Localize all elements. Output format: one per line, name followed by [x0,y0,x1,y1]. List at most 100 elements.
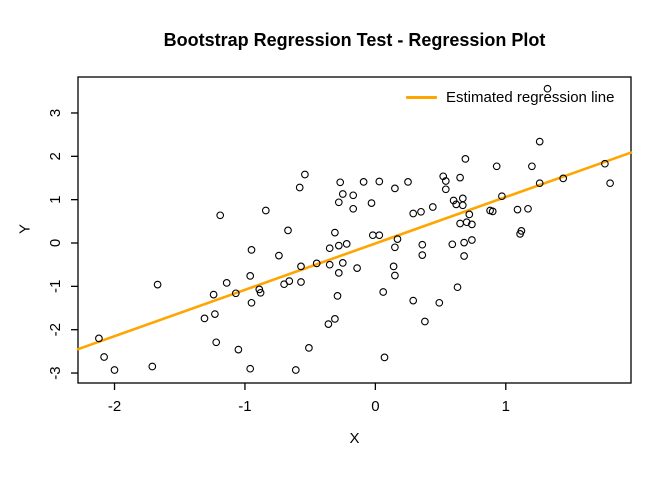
data-point [100,353,108,361]
data-point [291,366,300,374]
data-point [380,353,389,362]
data-point [606,179,614,188]
data-point [295,183,304,192]
data-point [349,204,358,213]
data-point [305,344,313,352]
data-point [460,238,468,247]
data-point [421,317,429,326]
data-point [331,315,339,323]
y-tick-label: -3 [47,366,64,379]
data-point [393,235,402,243]
data-point [297,262,305,271]
data-point [543,84,552,93]
data-point [379,288,388,296]
data-point [285,277,294,285]
data-point [222,279,231,287]
legend-line-swatch [406,95,437,99]
legend: Estimated regression line [406,88,614,106]
data-point [441,177,450,185]
data-point [95,334,103,343]
plot-box [77,76,632,384]
data-point [211,310,219,318]
y-tick-label: 1 [47,195,64,203]
data-point [247,246,256,254]
y-tick-label: 3 [47,109,64,117]
data-point [301,170,309,179]
data-point [324,320,333,328]
data-point [246,272,255,280]
data-point [418,251,427,259]
data-point [418,240,427,249]
data-point [338,190,347,198]
data-point [428,203,437,211]
data-point [368,231,377,240]
x-axis-label: X [349,430,360,447]
data-point [462,218,471,227]
data-point [231,289,240,298]
data-point [334,241,343,250]
data-point [409,209,418,218]
legend-label: Estimated regression line [446,88,615,106]
data-point [349,191,358,200]
data-point [391,271,399,280]
data-point [465,210,474,219]
data-point [461,155,470,163]
data-point [375,231,384,240]
data-point [498,192,506,201]
data-point [342,240,351,248]
data-point [441,185,450,194]
x-tick-label: -1 [238,398,251,415]
regression-line [76,151,633,351]
data-point [333,292,342,300]
y-tick-label: -1 [47,280,64,293]
data-point [216,211,225,220]
x-tick-label: 0 [371,398,379,415]
data-point [458,194,467,203]
data-point [601,159,609,168]
data-point [375,177,384,186]
data-point [325,244,334,253]
data-point [336,178,345,187]
data-point [460,252,468,260]
data-point [448,240,457,249]
data-point [297,278,305,286]
data-point [353,264,361,272]
x-tick-label: 1 [502,398,510,415]
data-point [559,174,568,183]
data-point [468,220,476,229]
data-point [234,345,243,354]
data-point [516,230,524,238]
data-point [246,364,255,373]
data-point [325,260,334,269]
data-point [535,179,544,188]
data-point [417,207,425,216]
y-tick-label: 2 [47,152,64,160]
data-point [404,178,412,186]
data-point [409,296,418,305]
data-point [261,206,270,215]
data-point [528,162,536,171]
data-point [456,173,464,182]
data-point [488,207,497,216]
x-tick-label: -2 [108,398,121,415]
data-point [391,243,399,252]
data-point [458,201,467,210]
data-point [200,314,209,323]
chart-title: Bootstrap Regression Test - Regression P… [163,30,546,50]
data-point [275,251,283,260]
data-point [110,366,119,374]
data-point [367,199,376,207]
data-point [209,290,218,299]
data-point [391,184,399,193]
data-point [148,362,157,371]
data-point [312,259,321,268]
data-point [456,219,464,228]
data-point [435,298,444,307]
data-point [338,259,347,267]
data-point [284,226,292,235]
data-point [331,228,339,237]
y-tick-label: 0 [47,239,64,247]
y-tick-label: -2 [47,323,64,336]
